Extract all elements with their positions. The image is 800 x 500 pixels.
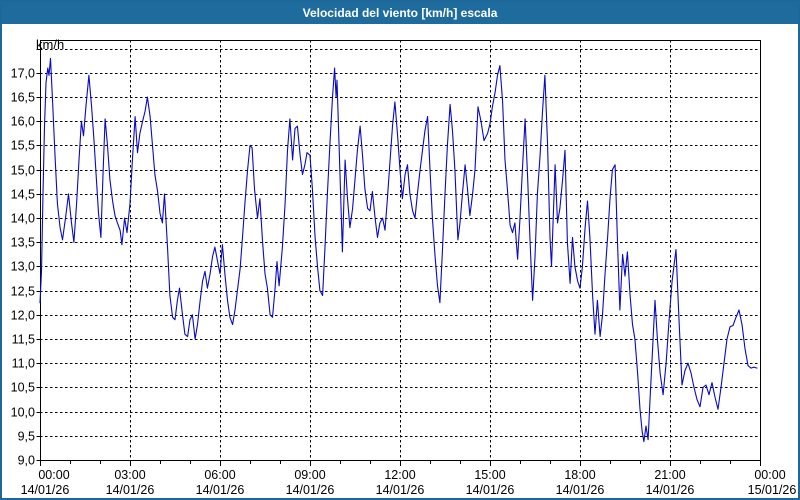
x-tick-time-label: 00:00 bbox=[754, 468, 785, 482]
title-bar: Velocidad del viento [km/h] escala bbox=[2, 2, 798, 24]
x-tick-time-label: 09:00 bbox=[294, 468, 325, 482]
x-tick-date-label: 14/01/26 bbox=[466, 483, 515, 497]
y-tick-label: 16,0 bbox=[11, 115, 35, 129]
x-tick-time-label: 21:00 bbox=[654, 468, 685, 482]
x-tick-date-label: 15/01/26 bbox=[748, 483, 797, 497]
x-tick-time-label: 03:00 bbox=[114, 468, 145, 482]
y-tick-label: 11,5 bbox=[12, 333, 35, 347]
y-tick-label: 14,0 bbox=[11, 212, 35, 226]
wind-speed-line-chart: 9,0 9,5 10,0 10,5 11,0 11,5 12,0 12,5 13,0 13,5 14… bbox=[11, 40, 797, 497]
x-tick-labels: 00:0014/01/2603:0014/01/2606:0014/01/260… bbox=[21, 468, 797, 497]
y-tick-labels: 9,0 9,5 10,0 10,5 11,0 11,5 12,0 12,5 13,0 13,5 14… bbox=[11, 67, 35, 468]
y-tick-label: 12,5 bbox=[11, 285, 35, 299]
y-tick-label: 15,5 bbox=[11, 139, 35, 153]
plot-frame bbox=[40, 40, 761, 461]
x-tick-date-label: 14/01/26 bbox=[196, 483, 245, 497]
x-tick-time-label: 00:00 bbox=[38, 468, 69, 482]
chart-container: 9,0 9,5 10,0 10,5 11,0 11,5 12,0 12,5 13,0 13,5 14… bbox=[2, 24, 798, 498]
y-tick-label: 17,0 bbox=[11, 67, 35, 81]
y-tick-label: 13,0 bbox=[11, 260, 35, 274]
x-tick-date-label: 14/01/26 bbox=[106, 483, 155, 497]
x-tick-date-label: 14/01/26 bbox=[556, 483, 605, 497]
y-tick-label: 13,5 bbox=[11, 236, 35, 250]
y-tick-label: 10,5 bbox=[11, 381, 35, 395]
x-tick-date-label: 14/01/26 bbox=[286, 483, 335, 497]
y-tick-label: 15,0 bbox=[11, 164, 35, 178]
x-tick-time-label: 12:00 bbox=[384, 468, 415, 482]
y-tick-label: 9,5 bbox=[18, 430, 35, 444]
chart-title: Velocidad del viento [km/h] escala bbox=[302, 6, 498, 20]
x-tick-date-label: 14/01/26 bbox=[646, 483, 695, 497]
x-tick-date-label: 14/01/26 bbox=[376, 483, 425, 497]
y-tick-label: 11,0 bbox=[12, 357, 35, 371]
x-gridlines bbox=[40, 40, 761, 466]
y-tick-label: 14,5 bbox=[11, 188, 35, 202]
y-tick-label: 12,0 bbox=[11, 309, 35, 323]
y-tick-label: 9,0 bbox=[18, 454, 35, 468]
y-tick-label: 10,0 bbox=[11, 406, 35, 420]
y-axis-unit-label: km/h bbox=[36, 37, 65, 52]
x-tick-time-label: 15:00 bbox=[474, 468, 505, 482]
wind-speed-series bbox=[39, 57, 758, 443]
series-line bbox=[39, 57, 758, 443]
x-tick-date-label: 14/01/26 bbox=[21, 483, 70, 497]
x-tick-time-label: 06:00 bbox=[204, 468, 235, 482]
y-tick-label: 16,5 bbox=[11, 91, 35, 105]
x-tick-time-label: 18:00 bbox=[564, 468, 595, 482]
